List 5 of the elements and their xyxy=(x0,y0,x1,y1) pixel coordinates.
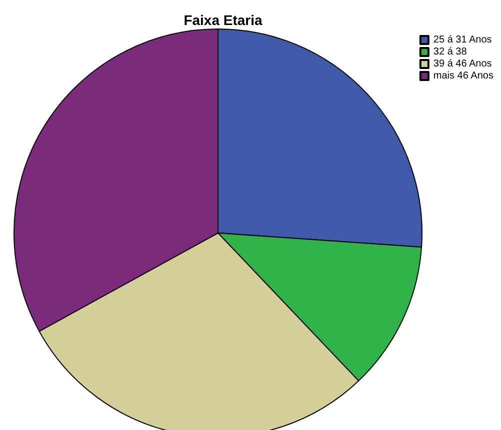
chart-title: Faixa Etaria xyxy=(184,12,263,28)
legend-label: mais 46 Anos xyxy=(433,70,494,82)
legend-label: 25 á 31 Anos xyxy=(433,34,492,46)
legend-label: 32 á 38 xyxy=(433,46,468,58)
legend-label: 39 á 46 Anos xyxy=(433,58,492,70)
